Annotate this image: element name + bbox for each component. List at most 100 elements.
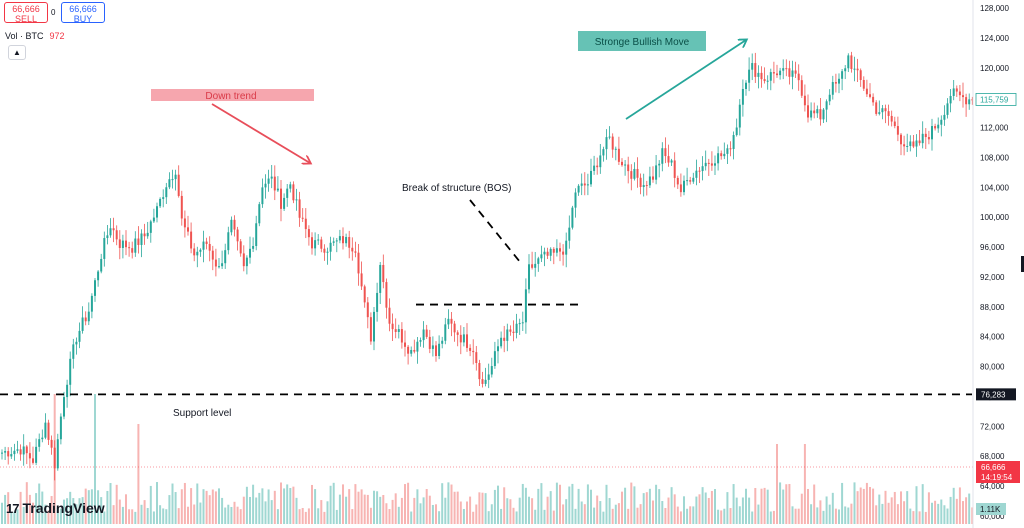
volume-bar (524, 487, 527, 524)
volume-bar (35, 493, 38, 524)
volume-bar (512, 507, 515, 524)
volume-bar (202, 489, 205, 524)
volume-bar (555, 482, 558, 524)
volume-bar (642, 493, 645, 524)
volume-bar (59, 508, 62, 524)
volume-bar (469, 496, 472, 524)
candle (400, 322, 403, 349)
volume-bar (462, 508, 465, 524)
volume-bar (590, 489, 592, 524)
candle (903, 135, 906, 156)
volume-bar (87, 490, 90, 524)
tradingview-logo[interactable]: 17 TradingView (6, 500, 105, 516)
volume-bar (354, 484, 357, 524)
buy-button[interactable]: 66,666 BUY (61, 2, 105, 24)
candle (410, 346, 413, 357)
candle (893, 116, 896, 129)
volume-bar (627, 508, 630, 524)
candle (679, 173, 682, 197)
candle (360, 261, 363, 290)
volume-bar (559, 484, 561, 524)
volume-bar (803, 444, 806, 524)
candle (828, 89, 831, 106)
candle (583, 172, 586, 196)
candle (338, 229, 341, 244)
axis-tick-label: 80,000 (980, 363, 1005, 372)
volume-bar (878, 494, 881, 524)
volume-bar (69, 491, 72, 524)
candle (453, 320, 456, 342)
candle (760, 66, 763, 88)
volume-bar (692, 506, 695, 524)
candle (137, 226, 140, 254)
candle (252, 237, 255, 252)
volume-bar (720, 510, 723, 524)
volume-bar (261, 488, 264, 524)
bullish-box (578, 31, 706, 51)
volume-bar (791, 506, 794, 524)
volume-bar (28, 494, 31, 524)
candle (537, 256, 540, 272)
candle (227, 226, 230, 255)
chevron-up-icon[interactable]: ▲ (8, 45, 26, 60)
candle (270, 164, 273, 189)
volume-bar (732, 484, 735, 524)
volume-bar (329, 485, 332, 524)
candle (748, 57, 751, 92)
candle (856, 58, 859, 83)
candle (109, 218, 112, 238)
candle (168, 172, 171, 190)
candle (568, 215, 571, 249)
candle (233, 215, 236, 237)
candle (128, 241, 131, 257)
volume-bar (419, 503, 422, 524)
candle (53, 440, 56, 481)
volume-bar (84, 488, 87, 524)
volume-bar (608, 498, 611, 524)
candle (531, 251, 534, 270)
axis-tick-label: 124,000 (980, 34, 1009, 43)
candle (850, 51, 853, 73)
volume-bar (896, 504, 899, 524)
sell-price: 66,666 (12, 4, 40, 14)
axis-tick-label: 68,000 (980, 452, 1005, 461)
candle (800, 75, 803, 98)
down-trend-arrow (211, 103, 310, 163)
candle (776, 64, 778, 78)
volume-bar (686, 508, 689, 524)
volume-bar (825, 496, 828, 524)
candle (745, 80, 747, 96)
volume-bar (927, 492, 930, 524)
volume-bar (32, 502, 34, 524)
candle (342, 227, 344, 250)
volume-bar (112, 505, 115, 524)
candle (94, 277, 96, 302)
candle (69, 351, 72, 397)
candle (909, 135, 912, 152)
volume-bar (149, 485, 152, 524)
candle (456, 330, 459, 347)
sell-button[interactable]: 66,666 SELL (4, 2, 48, 24)
candle (87, 302, 90, 326)
volume-bar (794, 508, 797, 524)
candle (797, 64, 800, 91)
volume-bar (772, 510, 775, 524)
candle (335, 237, 338, 253)
price-axis[interactable]: 128,000124,000120,000116,000112,000108,0… (972, 0, 1020, 528)
axis-tick-label: 92,000 (980, 273, 1005, 282)
volume-bar (10, 511, 13, 524)
volume-bar (425, 488, 428, 524)
volume-bar (239, 509, 242, 524)
volume-bar (363, 494, 366, 524)
volume-bar (955, 498, 958, 524)
candle (311, 232, 313, 255)
candle (732, 131, 735, 160)
candle (230, 216, 233, 236)
volume-indicator-legend[interactable]: Vol · BTC 972 (5, 31, 65, 41)
volume-bar (710, 490, 713, 524)
candle (528, 254, 530, 294)
candle (180, 190, 183, 226)
candle (450, 311, 453, 337)
axis-drag-handle[interactable] (1021, 256, 1024, 272)
